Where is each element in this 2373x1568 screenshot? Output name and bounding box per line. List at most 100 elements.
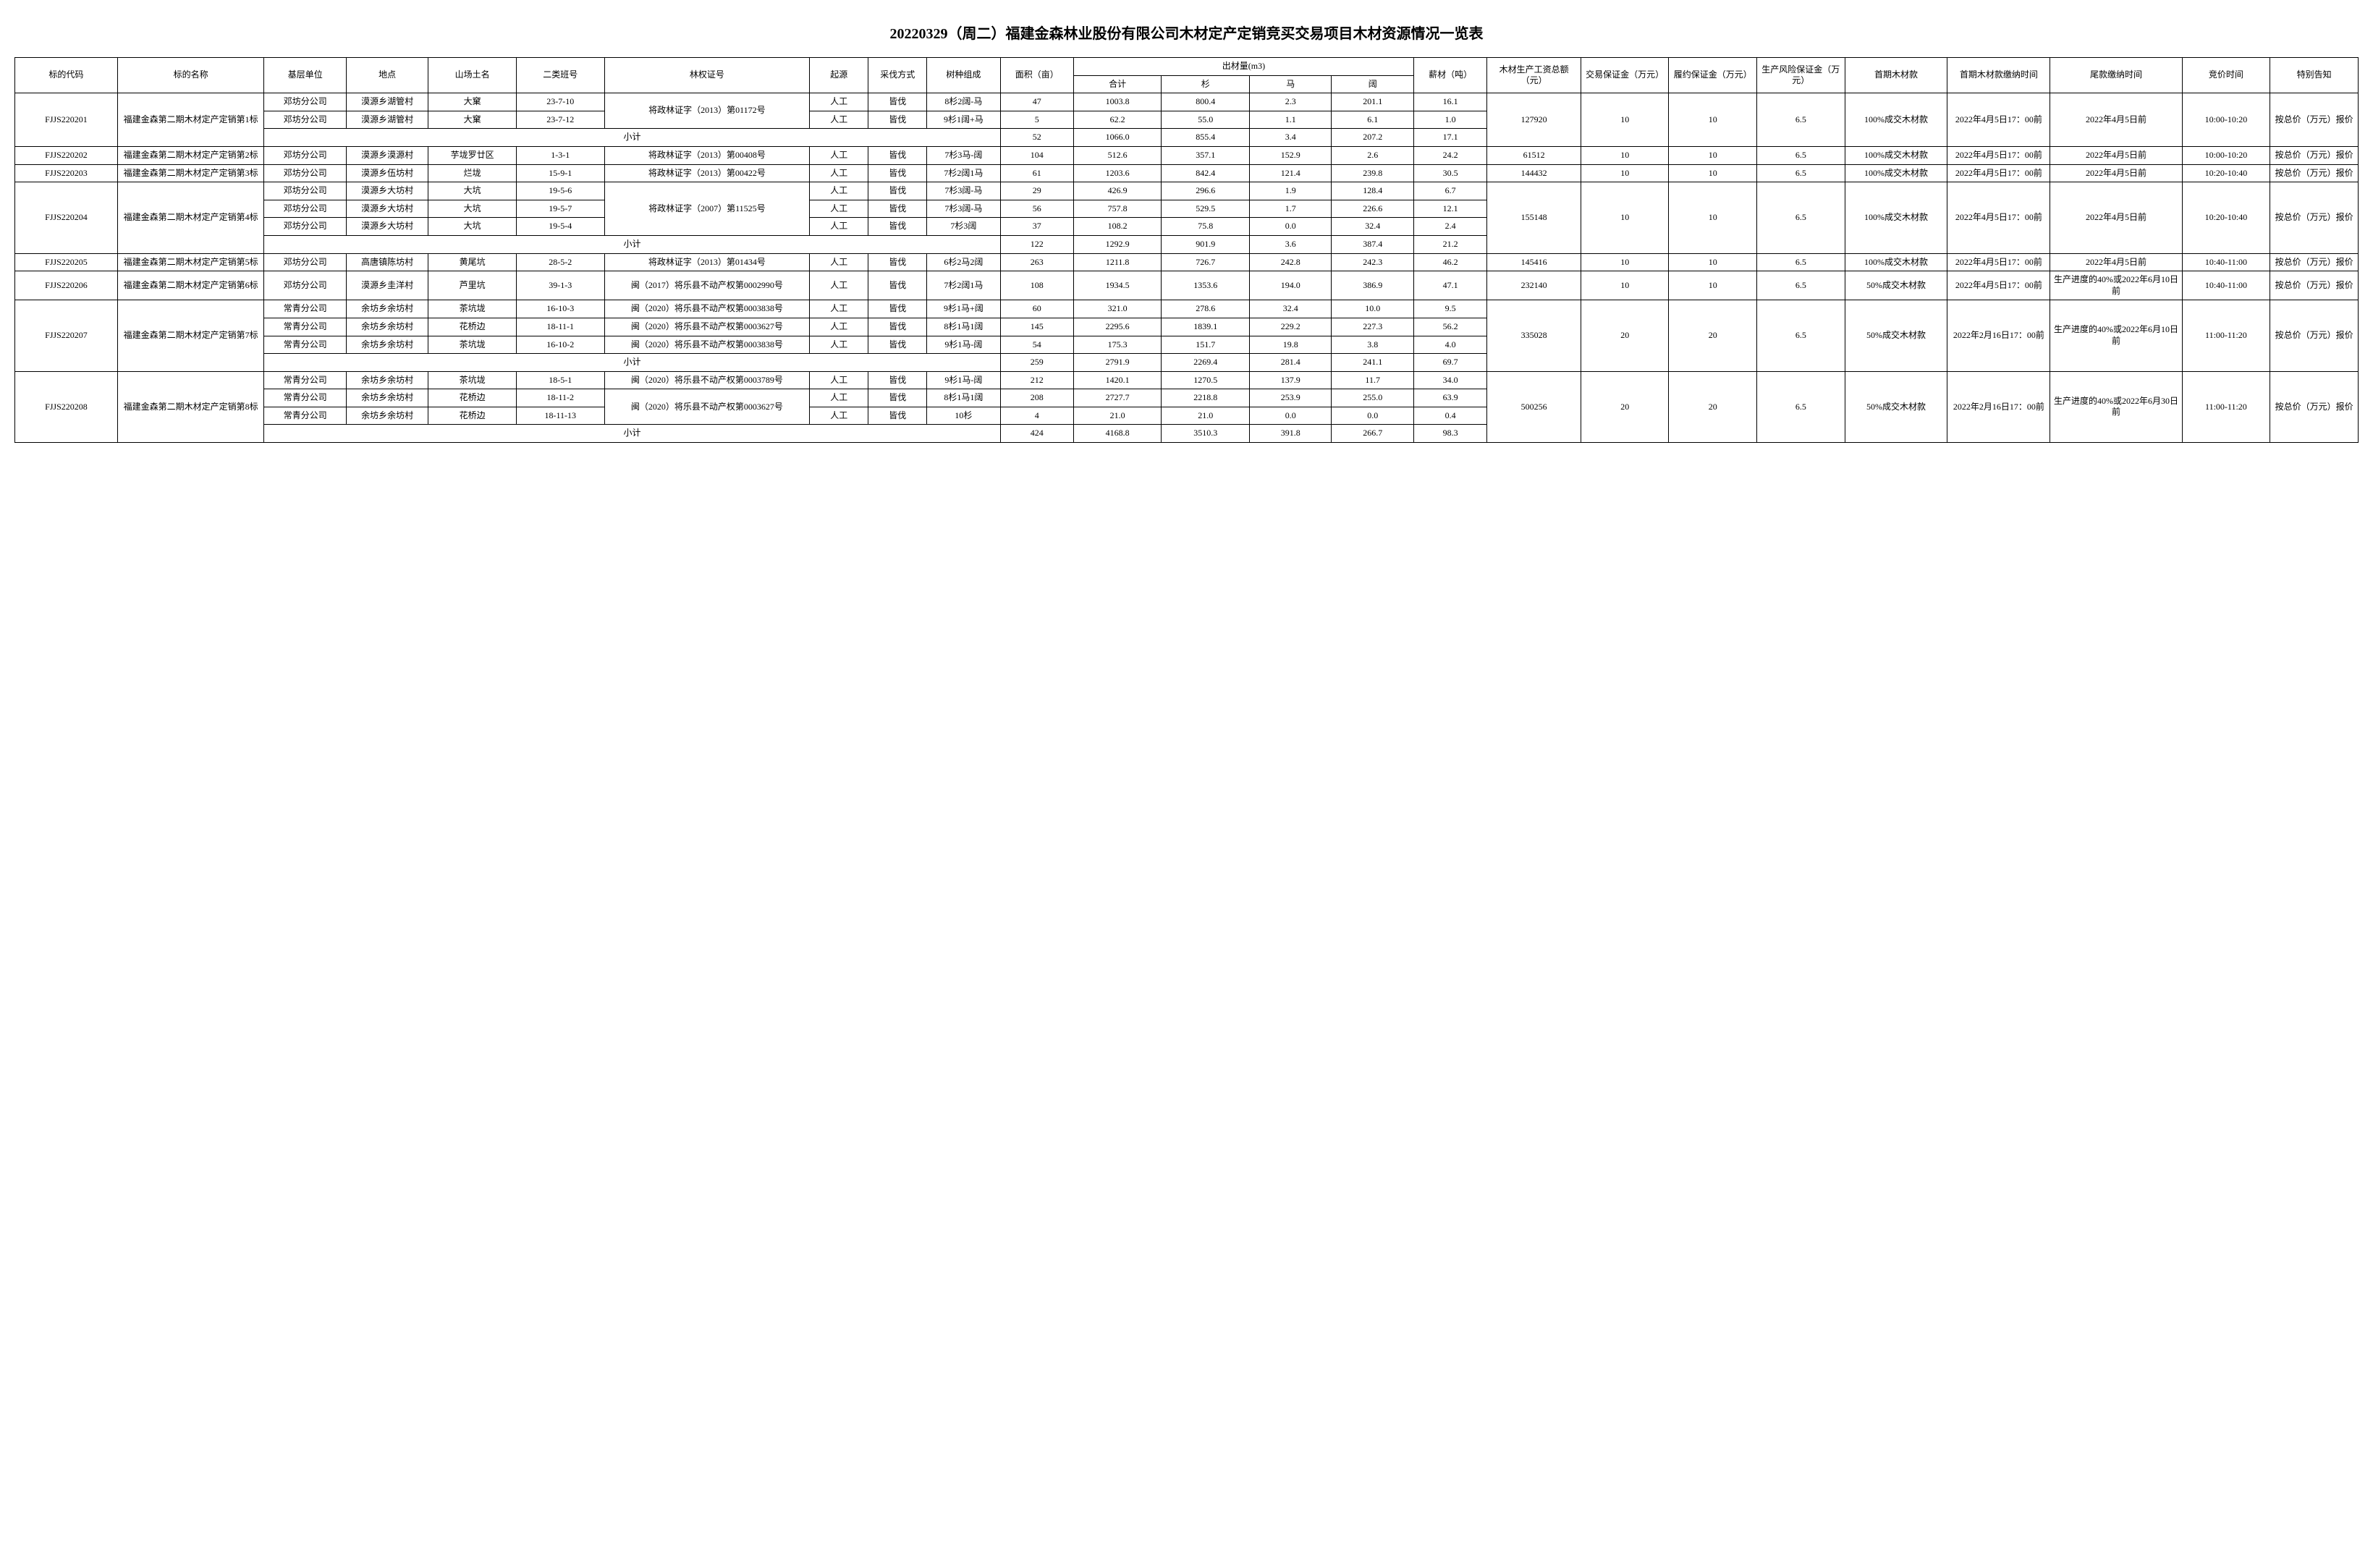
cell: 邓坊分公司 (264, 146, 346, 164)
cell: 漠源乡大坊村 (346, 182, 428, 200)
cell: 145 (1000, 318, 1073, 336)
th-forest: 山场土名 (428, 58, 517, 93)
cell: 生产进度的40%或2022年6月10日前 (2050, 300, 2182, 371)
cell: 10 (1669, 146, 1757, 164)
cell: 6.5 (1757, 164, 1845, 182)
th-class: 二类班号 (516, 58, 604, 93)
cell: 32.4 (1332, 218, 1413, 236)
th-ldep: 履约保证金（万元） (1669, 58, 1757, 93)
cell: 4168.8 (1073, 425, 1162, 443)
cell: 将政林证字（2013）第01434号 (604, 253, 810, 271)
cell: 余坊乡余坊村 (346, 300, 428, 318)
th-name: 标的名称 (117, 58, 264, 93)
cell: 常青分公司 (264, 389, 346, 407)
th-code: 标的代码 (15, 58, 118, 93)
cell: 花桥边 (428, 389, 517, 407)
cell: 0.4 (1413, 407, 1486, 425)
cell: 邓坊分公司 (264, 111, 346, 129)
cell: 10 (1581, 253, 1669, 271)
cell: 20 (1581, 371, 1669, 442)
cell: 常青分公司 (264, 407, 346, 425)
cell: 1.1 (1250, 111, 1332, 129)
cell: 皆伐 (868, 336, 927, 354)
cell: 100%成交木材款 (1845, 164, 1947, 182)
cell: 104 (1000, 146, 1073, 164)
cell: 39-1-3 (516, 271, 604, 300)
cell: 757.8 (1073, 200, 1162, 218)
cell: 232140 (1487, 271, 1581, 300)
cell: 19-5-4 (516, 218, 604, 236)
cell: 4 (1000, 407, 1073, 425)
cell: 10 (1669, 253, 1757, 271)
cell: 皆伐 (868, 407, 927, 425)
th-fuel: 薪材（吨） (1413, 58, 1486, 93)
cell: 50%成交木材款 (1845, 271, 1947, 300)
cell: 266.7 (1332, 425, 1413, 443)
cell: 茶坑垅 (428, 336, 517, 354)
cell: 人工 (810, 318, 868, 336)
cell: 3.6 (1250, 235, 1332, 253)
cell: 福建金森第二期木材定产定销第4标 (117, 182, 264, 253)
th-method: 采伐方式 (868, 58, 927, 93)
cell: 人工 (810, 218, 868, 236)
cell: 邓坊分公司 (264, 271, 346, 300)
cell: 闽（2020）将乐县不动产权第0003838号 (604, 300, 810, 318)
cell: 242.3 (1332, 253, 1413, 271)
cell: 生产进度的40%或2022年6月30日前 (2050, 371, 2182, 442)
cell: 23-7-12 (516, 111, 604, 129)
cell: 145416 (1487, 253, 1581, 271)
cell: 按总价（万元）报价 (2270, 271, 2359, 300)
cell: 1353.6 (1162, 271, 1250, 300)
cell: 皆伐 (868, 389, 927, 407)
cell: 小计 (264, 354, 1000, 372)
cell: 人工 (810, 164, 868, 182)
cell: 大窠 (428, 93, 517, 111)
cell: 241.1 (1332, 354, 1413, 372)
cell: 226.6 (1332, 200, 1413, 218)
cell: 18-5-1 (516, 371, 604, 389)
cell: 47 (1000, 93, 1073, 111)
cell: 227.3 (1332, 318, 1413, 336)
cell: 茶坑垅 (428, 371, 517, 389)
cell: 512.6 (1073, 146, 1162, 164)
cell: 10 (1581, 146, 1669, 164)
th-wage: 木材生产工资总额（元） (1487, 58, 1581, 93)
cell: 386.9 (1332, 271, 1413, 300)
cell: 18-11-1 (516, 318, 604, 336)
cell: 18-11-2 (516, 389, 604, 407)
cell: 9杉1马+阔 (927, 300, 1000, 318)
cell: 800.4 (1162, 93, 1250, 111)
cell: 175.3 (1073, 336, 1162, 354)
cell: 漠源乡湖管村 (346, 93, 428, 111)
cell: 10 (1581, 271, 1669, 300)
cell: 2022年2月16日17：00前 (1947, 371, 2050, 442)
cell: 皆伐 (868, 218, 927, 236)
cell: 2.6 (1332, 146, 1413, 164)
cell: 1.9 (1250, 182, 1332, 200)
cell: 56.2 (1413, 318, 1486, 336)
cell: 2022年4月5日前 (2050, 182, 2182, 253)
cell: 0.0 (1250, 218, 1332, 236)
cell: 漠源乡大坊村 (346, 200, 428, 218)
cell: 10:20-10:40 (2182, 164, 2270, 182)
cell: 大坑 (428, 200, 517, 218)
cell: 10:40-11:00 (2182, 271, 2270, 300)
cell: 2.4 (1413, 218, 1486, 236)
cell: 321.0 (1073, 300, 1162, 318)
cell: 278.6 (1162, 300, 1250, 318)
cell: 50%成交木材款 (1845, 371, 1947, 442)
cell: 10:40-11:00 (2182, 253, 2270, 271)
cell: 50%成交木材款 (1845, 300, 1947, 371)
th-species: 树种组成 (927, 58, 1000, 93)
cell: 按总价（万元）报价 (2270, 164, 2359, 182)
cell: 155148 (1487, 182, 1581, 253)
table-row: FJJS220203福建金森第二期木材定产定销第3标邓坊分公司漠源乡伍坊村烂垅1… (15, 164, 2359, 182)
cell: 10杉 (927, 407, 1000, 425)
cell: 108.2 (1073, 218, 1162, 236)
table-row: FJJS220204福建金森第二期木材定产定销第4标邓坊分公司漠源乡大坊村大坑1… (15, 182, 2359, 200)
cell: 漠源乡伍坊村 (346, 164, 428, 182)
cell: 皆伐 (868, 200, 927, 218)
cell: 1839.1 (1162, 318, 1250, 336)
cell: 21.2 (1413, 235, 1486, 253)
cell: 2022年4月5日前 (2050, 253, 2182, 271)
